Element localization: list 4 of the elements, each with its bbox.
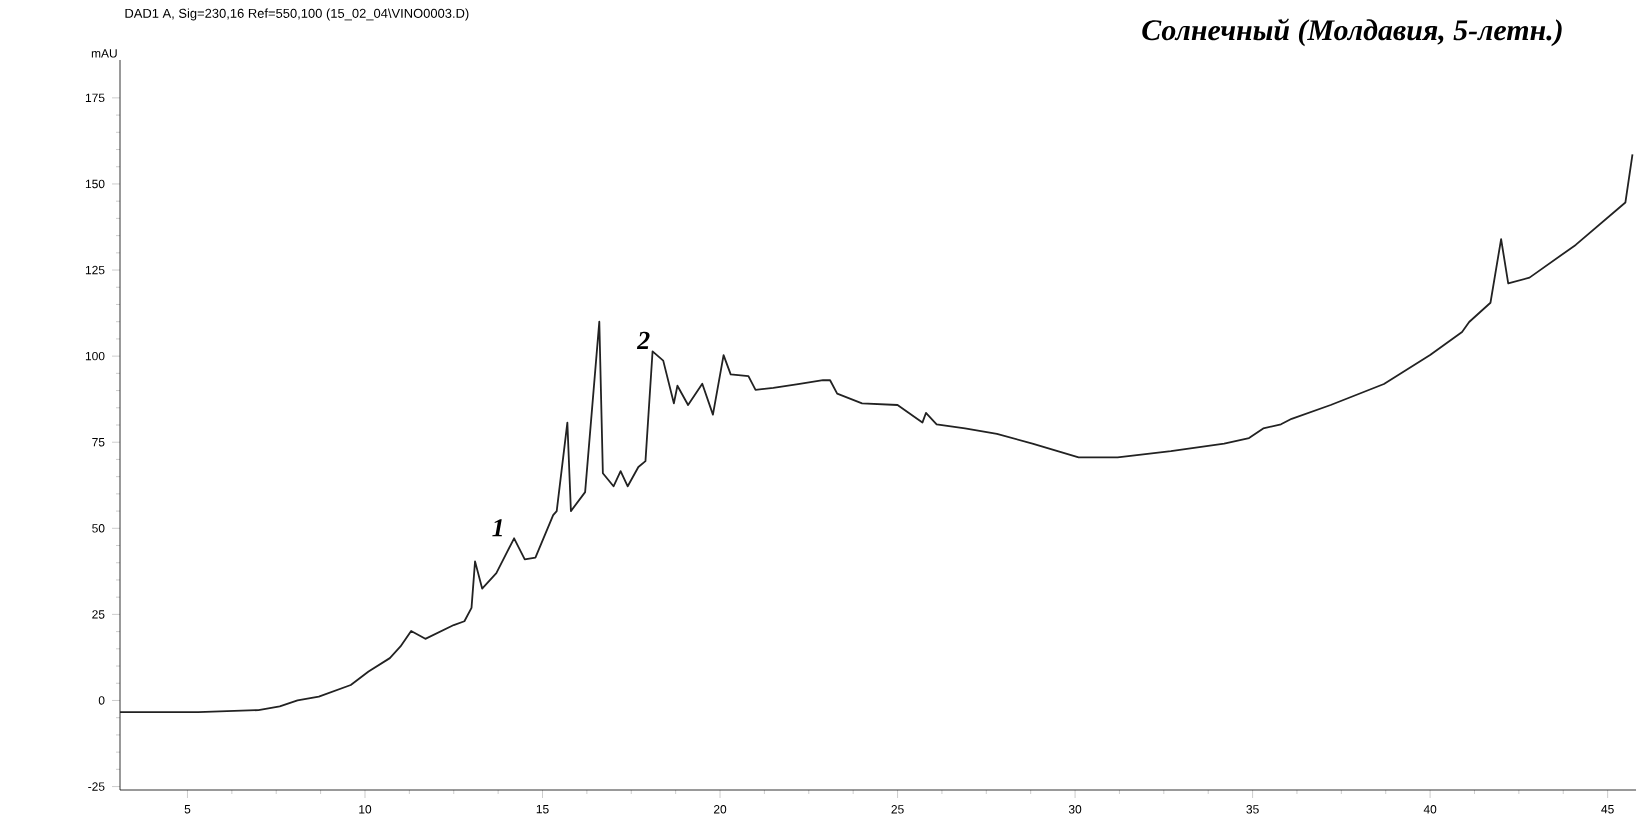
line-series (119, 153, 1634, 714)
annotation: 2 (636, 331, 650, 349)
chart-title: Солнечный (Молдавия, 5-летн.) (1142, 18, 1562, 47)
annotation: 1 (492, 519, 502, 537)
